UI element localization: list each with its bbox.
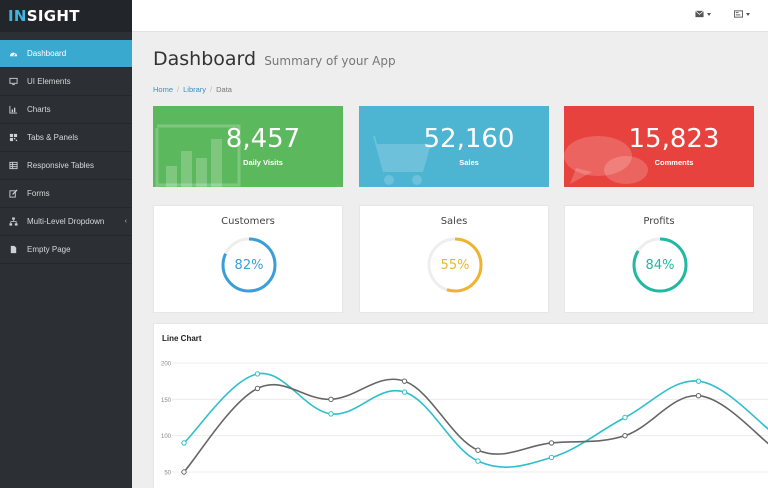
donut-chart: 82% bbox=[219, 235, 279, 295]
line-chart: 200 150 100 50 bbox=[161, 362, 768, 477]
donut-value: 84% bbox=[645, 257, 675, 273]
donut-chart: 55% bbox=[425, 235, 485, 295]
data-point[interactable] bbox=[181, 440, 187, 446]
breadcrumb-home[interactable]: Home bbox=[153, 85, 174, 94]
sidebar-item-label: Charts bbox=[27, 105, 51, 114]
sidebar-item-charts[interactable]: Charts bbox=[0, 96, 132, 124]
sidebar-item-multi-level-dropdown[interactable]: Multi-Level Dropdown ‹ bbox=[0, 208, 132, 236]
breadcrumb-current: Data bbox=[216, 85, 232, 94]
page-header: Dashboard Summary of your App bbox=[153, 48, 396, 70]
sidebar-item-responsive-tables[interactable]: Responsive Tables bbox=[0, 152, 132, 180]
desktop-icon bbox=[9, 77, 18, 86]
chevron-left-icon: ‹ bbox=[124, 218, 127, 225]
sidebar-item-empty-page[interactable]: Empty Page bbox=[0, 236, 132, 264]
stat-label: Comments bbox=[654, 158, 694, 167]
brand-logo[interactable]: IN SIGHT bbox=[0, 0, 132, 32]
stat-box-daily-visits: 8,457 Daily Visits bbox=[153, 106, 343, 187]
donut-title: Profits bbox=[643, 216, 675, 227]
page-title: Dashboard bbox=[153, 48, 257, 70]
data-point[interactable] bbox=[548, 454, 555, 461]
donut-title: Customers bbox=[221, 216, 275, 227]
sidebar-item-ui-elements[interactable]: UI Elements bbox=[0, 68, 132, 96]
stat-value: 8,457 bbox=[225, 124, 301, 154]
qrcode-icon bbox=[9, 133, 18, 142]
brand-prefix: IN bbox=[8, 7, 27, 25]
stat-box-sales: 52,160 Sales bbox=[359, 106, 549, 187]
data-point[interactable] bbox=[622, 414, 628, 421]
comments-icon bbox=[564, 136, 648, 184]
data-point[interactable] bbox=[475, 447, 481, 453]
sidebar-item-label: Dashboard bbox=[27, 49, 67, 58]
line-chart-card: Line Chart 200 150 100 50 bbox=[153, 323, 768, 488]
data-point[interactable] bbox=[695, 378, 702, 384]
main-content: Dashboard Summary of your App Home / Libra… bbox=[132, 32, 768, 488]
sidebar: IN SIGHT Dashboard UI Elements Charts Tab… bbox=[0, 0, 132, 488]
stat-box-comments: 15,823 Comments bbox=[564, 106, 754, 187]
data-point[interactable] bbox=[254, 371, 261, 377]
dashboard-icon bbox=[9, 49, 18, 58]
top-navbar bbox=[132, 0, 768, 32]
donut-card-sales: Sales 55% bbox=[359, 205, 549, 313]
sitemap-icon bbox=[9, 217, 18, 226]
stat-label: Daily Visits bbox=[243, 158, 283, 167]
sidebar-item-label: UI Elements bbox=[27, 77, 71, 86]
edit-icon bbox=[9, 189, 18, 198]
y-tick-label: 100 bbox=[161, 434, 172, 440]
sidebar-item-label: Empty Page bbox=[27, 245, 71, 254]
donut-arc bbox=[427, 237, 483, 293]
data-point[interactable] bbox=[401, 389, 408, 395]
data-point[interactable] bbox=[328, 396, 334, 403]
y-tick-label: 200 bbox=[161, 362, 172, 368]
data-point[interactable] bbox=[181, 469, 187, 475]
sidebar-item-label: Forms bbox=[27, 189, 50, 198]
envelope-icon bbox=[695, 10, 704, 18]
data-point[interactable] bbox=[254, 385, 261, 392]
data-point[interactable] bbox=[548, 440, 555, 446]
data-point[interactable] bbox=[401, 378, 408, 384]
donut-card-profits: Profits 84% bbox=[564, 205, 754, 313]
breadcrumb-separator: / bbox=[177, 85, 180, 94]
donut-title: Sales bbox=[440, 216, 468, 227]
breadcrumb: Home / Library / Data bbox=[153, 85, 232, 94]
donut-value: 82% bbox=[234, 257, 264, 273]
sidebar-item-dashboard[interactable]: Dashboard bbox=[0, 40, 132, 68]
series-line-1 bbox=[183, 372, 768, 468]
stat-value: 15,823 bbox=[628, 124, 720, 154]
y-tick-label: 150 bbox=[161, 398, 172, 404]
brand-suffix: SIGHT bbox=[26, 7, 80, 25]
caret-down-icon bbox=[746, 12, 750, 16]
bar-chart-icon bbox=[155, 124, 241, 187]
y-tick-label: 50 bbox=[164, 471, 171, 477]
data-point[interactable] bbox=[328, 411, 334, 417]
breadcrumb-library[interactable]: Library bbox=[183, 85, 207, 94]
sidebar-item-forms[interactable]: Forms bbox=[0, 180, 132, 208]
sidebar-item-label: Multi-Level Dropdown bbox=[27, 217, 105, 226]
tasks-dropdown-button[interactable] bbox=[734, 10, 750, 18]
shopping-cart-icon bbox=[359, 136, 431, 185]
table-icon bbox=[9, 161, 18, 170]
data-point[interactable] bbox=[622, 432, 628, 439]
caret-down-icon bbox=[707, 12, 711, 16]
stat-label: Sales bbox=[459, 158, 479, 167]
donut-chart: 84% bbox=[630, 235, 690, 295]
donut-arc bbox=[221, 237, 277, 293]
sidebar-item-tabs-panels[interactable]: Tabs & Panels bbox=[0, 124, 132, 152]
donut-value: 55% bbox=[440, 257, 470, 273]
messages-dropdown-button[interactable] bbox=[695, 10, 711, 18]
stat-value: 52,160 bbox=[423, 124, 515, 154]
data-point[interactable] bbox=[475, 458, 481, 464]
page-subtitle: Summary of your App bbox=[264, 54, 396, 68]
bar-chart-icon bbox=[9, 105, 18, 114]
file-icon bbox=[9, 245, 18, 254]
sidebar-item-label: Responsive Tables bbox=[27, 161, 95, 170]
sidebar-item-label: Tabs & Panels bbox=[27, 133, 79, 142]
donut-card-customers: Customers 82% bbox=[153, 205, 343, 313]
breadcrumb-separator: / bbox=[210, 85, 213, 94]
chart-title: Line Chart bbox=[162, 334, 202, 343]
series-line-2 bbox=[183, 378, 768, 473]
data-point[interactable] bbox=[695, 393, 702, 399]
donut-arc bbox=[632, 237, 688, 293]
tasks-icon bbox=[734, 10, 743, 18]
sidebar-nav: Dashboard UI Elements Charts Tabs & Pane… bbox=[0, 40, 132, 264]
